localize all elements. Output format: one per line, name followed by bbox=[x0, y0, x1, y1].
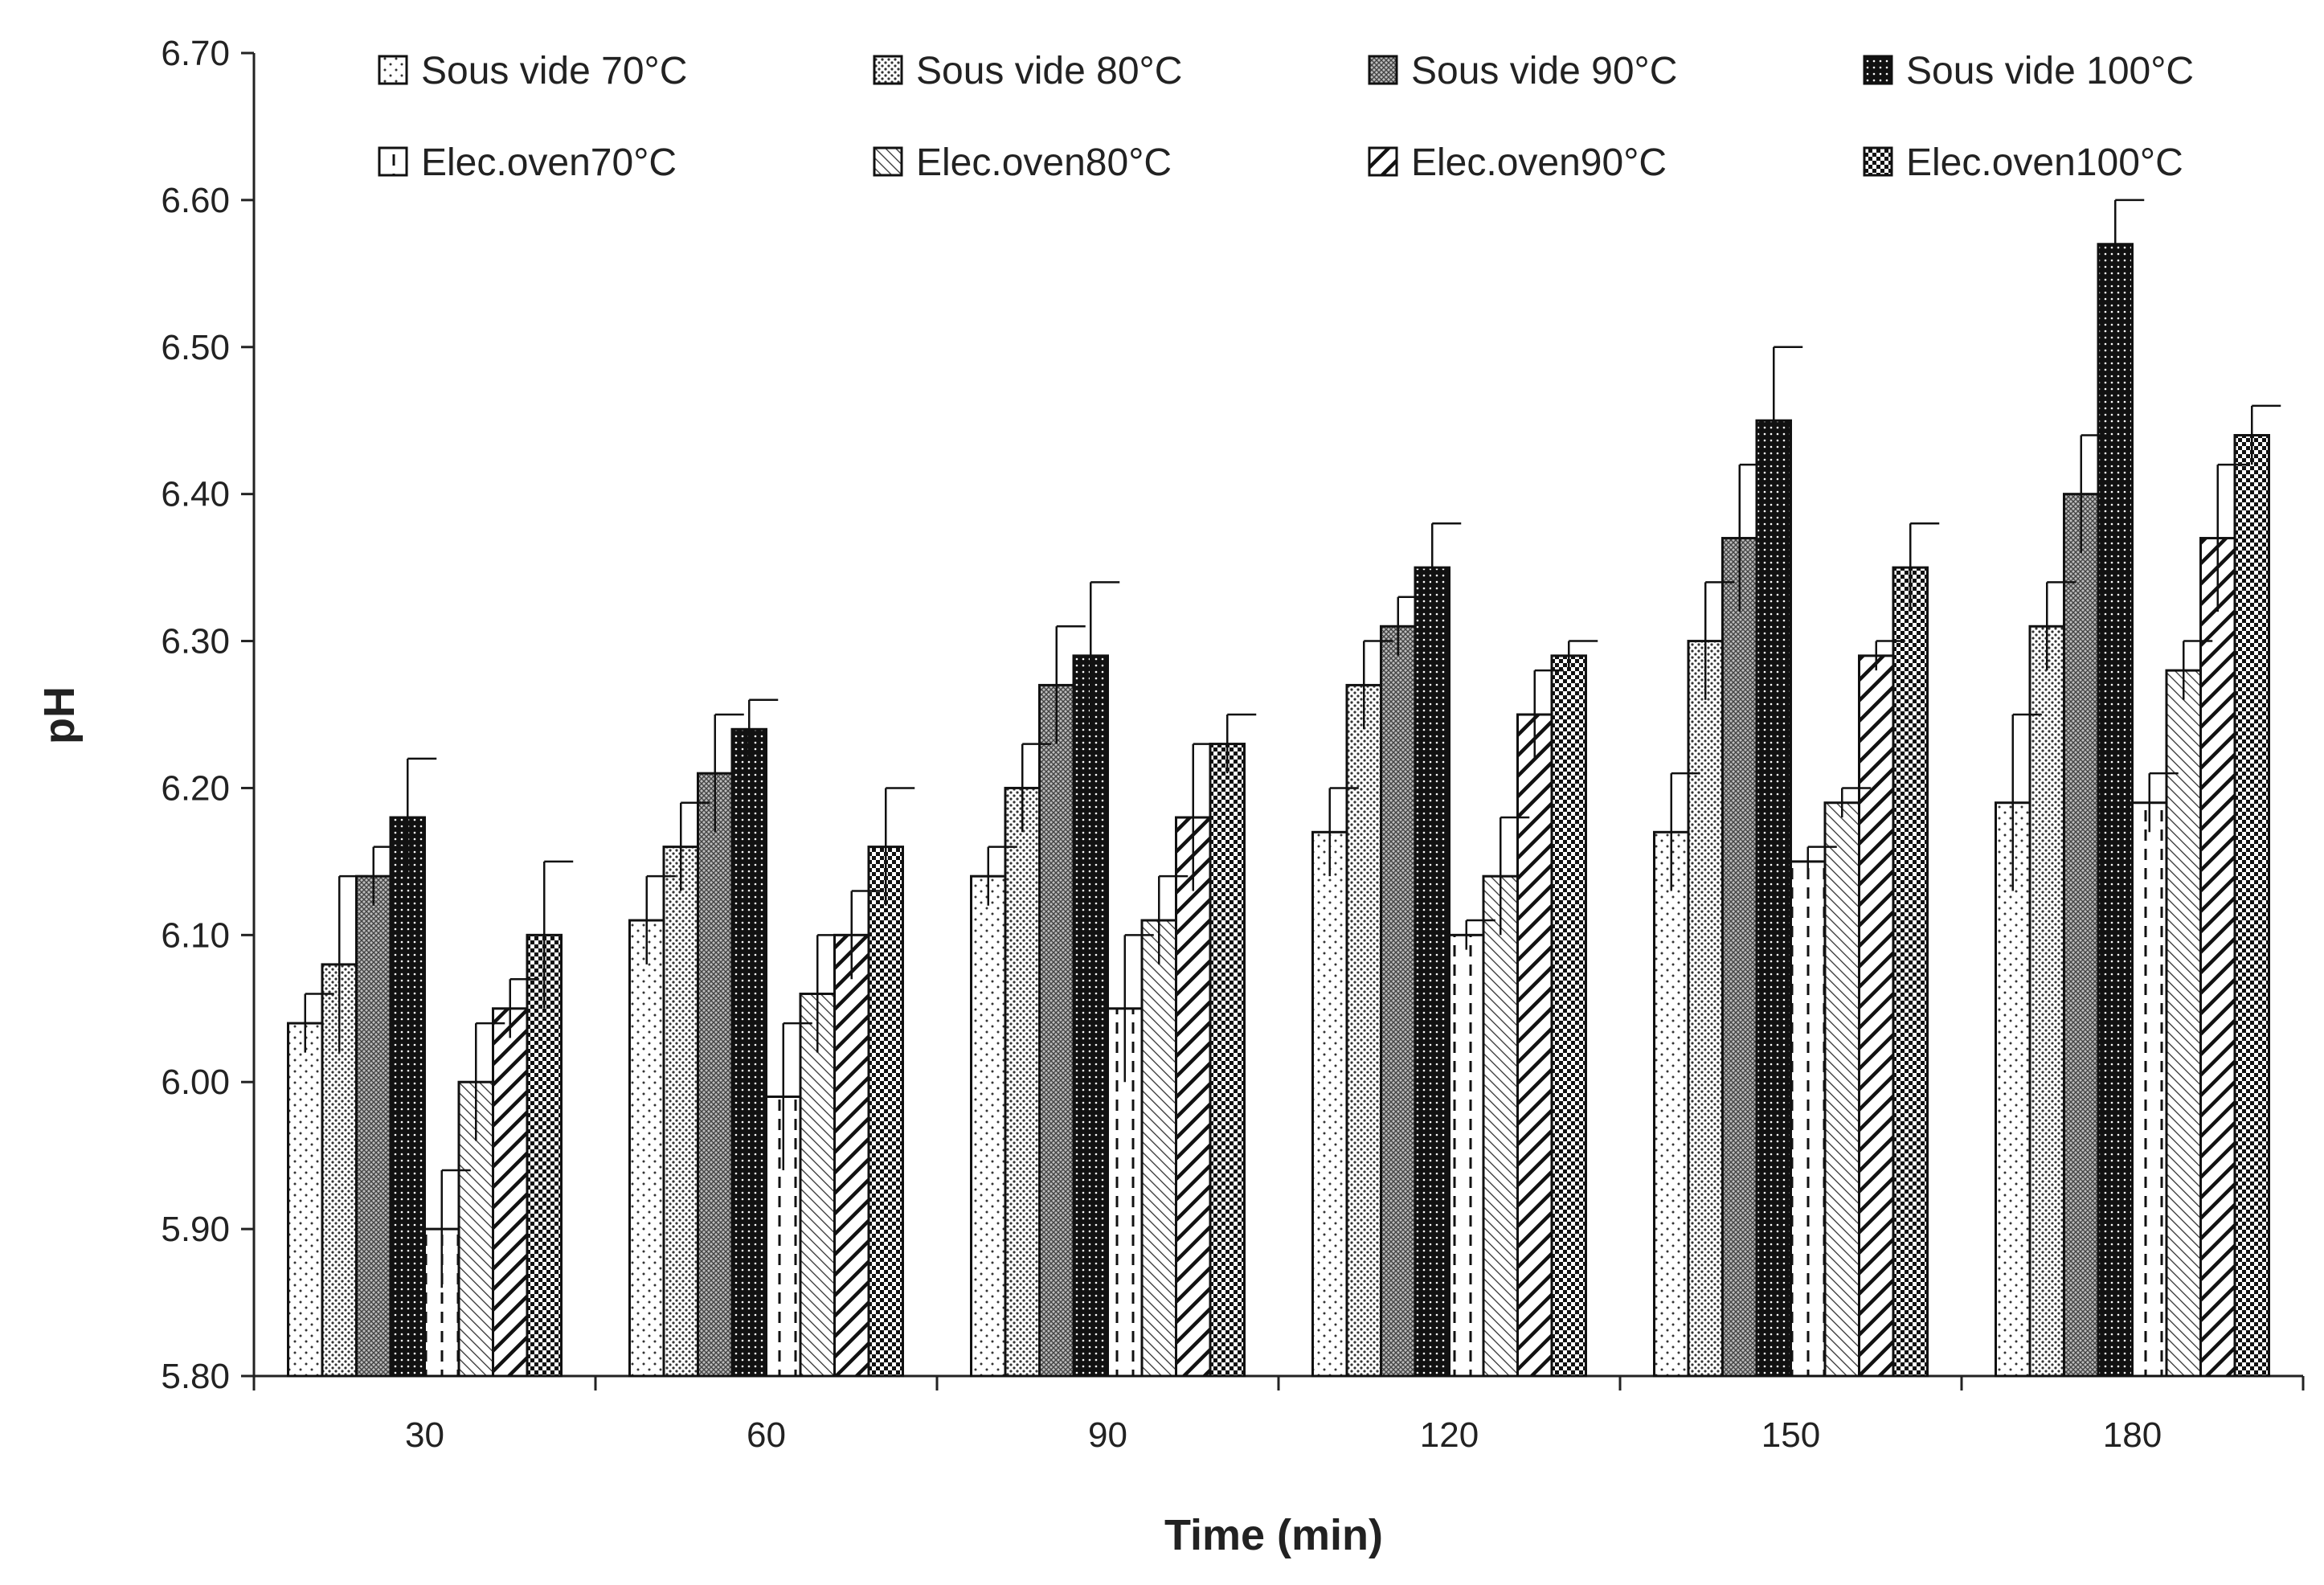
x-axis-title: Time (min) bbox=[1164, 1511, 1383, 1559]
bar bbox=[1755, 419, 1792, 1378]
y-axis-title: pH bbox=[35, 686, 84, 744]
bar bbox=[1345, 683, 1382, 1378]
bar bbox=[2165, 669, 2202, 1378]
bar bbox=[1414, 566, 1450, 1378]
bar bbox=[1823, 801, 1860, 1378]
legend-label: Elec.oven100°C bbox=[1906, 141, 2183, 184]
y-tick-label: 6.10 bbox=[161, 915, 230, 955]
bar bbox=[2199, 537, 2236, 1378]
legend-label: Elec.oven80°C bbox=[916, 141, 1172, 184]
legend-swatch bbox=[378, 55, 408, 85]
bar bbox=[1380, 625, 1417, 1378]
bar bbox=[1175, 816, 1212, 1378]
legend-item: Sous vide 70°C bbox=[378, 50, 687, 92]
legend-label: Elec.oven90°C bbox=[1411, 141, 1667, 184]
bar bbox=[1140, 919, 1177, 1378]
bar bbox=[1311, 830, 1348, 1378]
x-tick-label: 30 bbox=[405, 1415, 444, 1455]
legend-item: Sous vide 80°C bbox=[873, 50, 1182, 92]
y-tick-label: 6.50 bbox=[161, 328, 230, 367]
legend-swatch bbox=[1863, 146, 1893, 177]
y-tick-label: 6.00 bbox=[161, 1063, 230, 1102]
bar bbox=[662, 846, 699, 1378]
y-tick-label: 6.70 bbox=[161, 34, 230, 73]
bar bbox=[1004, 786, 1041, 1378]
bar bbox=[355, 874, 392, 1378]
legend-item: Elec.oven80°C bbox=[873, 141, 1172, 184]
legend-swatch bbox=[1863, 55, 1893, 85]
legend-label: Sous vide 90°C bbox=[1411, 50, 1677, 92]
y-tick-label: 5.90 bbox=[161, 1210, 230, 1249]
bar bbox=[1790, 860, 1827, 1378]
legend-label: Sous vide 80°C bbox=[916, 50, 1182, 92]
y-tick-label: 5.80 bbox=[161, 1357, 230, 1396]
bar bbox=[1687, 640, 1724, 1378]
bar bbox=[1482, 874, 1519, 1378]
legend-swatch bbox=[1368, 55, 1398, 85]
bar bbox=[492, 1007, 529, 1378]
bar bbox=[389, 816, 426, 1378]
bars bbox=[287, 243, 2270, 1378]
bar bbox=[1653, 830, 1690, 1378]
y-tick-label: 6.20 bbox=[161, 768, 230, 808]
x-axis: 30 60 90 120 150 180 bbox=[252, 1374, 2305, 1455]
bar bbox=[1892, 566, 1929, 1378]
legend-item: Elec.oven100°C bbox=[1863, 141, 2183, 184]
x-tick-label: 150 bbox=[1761, 1415, 1820, 1455]
legend-swatch bbox=[1368, 146, 1398, 177]
error-bars bbox=[304, 199, 2281, 1288]
legend-item: Elec.oven90°C bbox=[1368, 141, 1667, 184]
legend-swatch bbox=[873, 146, 903, 177]
bar bbox=[1550, 654, 1587, 1378]
legend: Sous vide 70°C Sous vide 80°C Sous vide 90… bbox=[378, 50, 2194, 184]
legend-swatch bbox=[873, 55, 903, 85]
legend-label: Sous vide 70°C bbox=[421, 50, 687, 92]
bar bbox=[1072, 654, 1109, 1378]
bar bbox=[697, 772, 734, 1378]
x-tick-label: 60 bbox=[747, 1415, 786, 1455]
y-tick-label: 6.30 bbox=[161, 622, 230, 661]
bar bbox=[867, 846, 904, 1378]
y-axis: 5.80 5.90 6.00 6.10 6.20 6.30 6.40 6.50 6.60 6.70 bbox=[161, 34, 256, 1396]
bar bbox=[287, 1022, 324, 1378]
bar bbox=[1448, 933, 1485, 1378]
bar bbox=[2131, 801, 2168, 1378]
bar bbox=[2233, 434, 2270, 1378]
legend-item: Elec.oven70°C bbox=[378, 141, 677, 184]
bar bbox=[2063, 493, 2100, 1378]
bar bbox=[799, 992, 836, 1378]
bar bbox=[628, 919, 665, 1378]
legend-item: Sous vide 90°C bbox=[1368, 50, 1677, 92]
x-tick-label: 120 bbox=[1420, 1415, 1479, 1455]
bar bbox=[1858, 654, 1895, 1378]
bar bbox=[970, 874, 1007, 1378]
legend-swatch bbox=[378, 146, 408, 177]
legend-label: Sous vide 100°C bbox=[1906, 50, 2194, 92]
legend-label: Elec.oven70°C bbox=[421, 141, 677, 184]
legend-item: Sous vide 100°C bbox=[1863, 50, 2194, 92]
y-tick-label: 6.60 bbox=[161, 181, 230, 220]
bar bbox=[1209, 743, 1246, 1378]
bar bbox=[1721, 537, 1758, 1378]
bar bbox=[833, 933, 870, 1378]
bar bbox=[730, 727, 767, 1378]
x-tick-label: 180 bbox=[2103, 1415, 2162, 1455]
y-tick-label: 6.40 bbox=[161, 475, 230, 514]
bar bbox=[2028, 625, 2065, 1378]
bar bbox=[2097, 243, 2134, 1378]
bar bbox=[1516, 713, 1553, 1378]
x-tick-label: 90 bbox=[1088, 1415, 1127, 1455]
bar bbox=[1038, 683, 1075, 1378]
